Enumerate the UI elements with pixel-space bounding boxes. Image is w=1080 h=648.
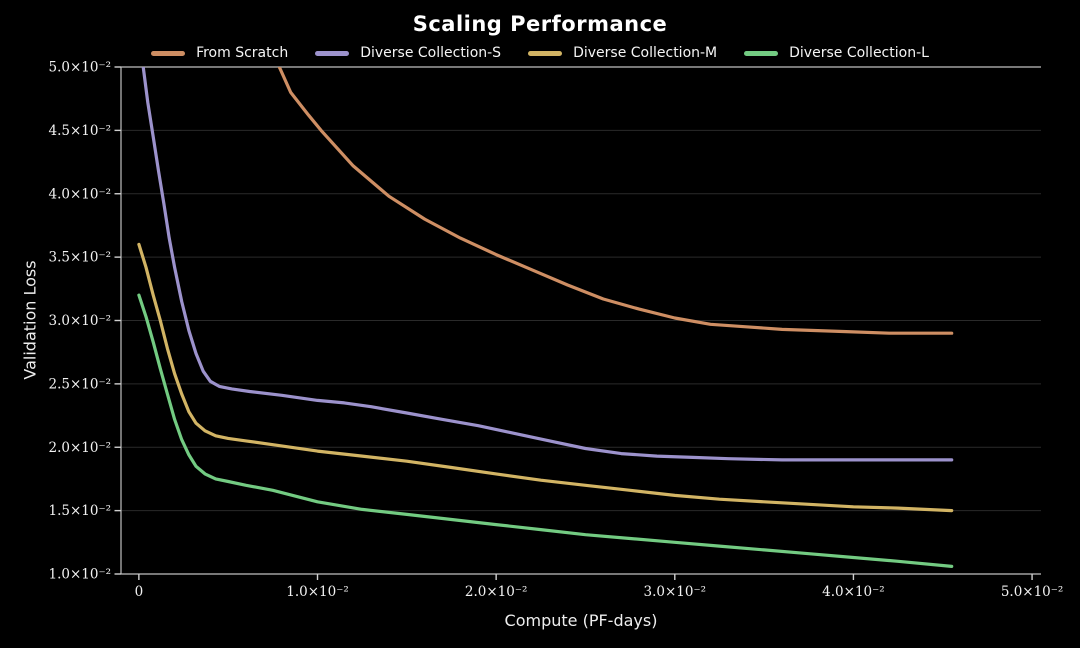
legend-label-diverse-collection-s: Diverse Collection-S bbox=[360, 45, 502, 61]
y-tick-label: 1.0×10⁻² bbox=[49, 567, 112, 583]
legend-label-diverse-collection-m: Diverse Collection-M bbox=[573, 45, 718, 61]
y-tick-label: 2.5×10⁻² bbox=[49, 376, 112, 392]
series-line-diverse-collection-s[interactable] bbox=[139, 23, 954, 462]
y-tick-label: 3.0×10⁻² bbox=[49, 313, 112, 329]
y-tick-label: 3.5×10⁻² bbox=[49, 250, 112, 266]
legend-item-diverse-collection-m[interactable]: Diverse Collection-M bbox=[528, 45, 717, 61]
y-tick-label: 5.0×10⁻² bbox=[49, 60, 112, 76]
x-tick-label: 5.0×10⁻² bbox=[1001, 584, 1064, 600]
legend-swatch-diverse-collection-m bbox=[528, 50, 563, 56]
y-tick-label: 2.0×10⁻² bbox=[49, 440, 112, 456]
legend: From Scratch Diverse Collection-S Divers… bbox=[0, 45, 1080, 61]
legend-label-diverse-collection-l: Diverse Collection-L bbox=[789, 45, 929, 61]
legend-item-diverse-collection-l[interactable]: Diverse Collection-L bbox=[744, 45, 929, 61]
x-tick-label: 1.0×10⁻² bbox=[286, 584, 349, 600]
x-tick-label: 3.0×10⁻² bbox=[644, 584, 707, 600]
legend-swatch-diverse-collection-s bbox=[315, 50, 350, 56]
legend-label-from-scratch: From Scratch bbox=[196, 45, 289, 61]
x-tick-label: 4.0×10⁻² bbox=[822, 584, 885, 600]
legend-swatch-diverse-collection-l bbox=[744, 50, 779, 56]
legend-swatch-from-scratch bbox=[151, 50, 186, 56]
x-tick-label: 0 bbox=[135, 584, 144, 600]
y-tick-label: 4.5×10⁻² bbox=[49, 123, 112, 139]
y-tick-label: 1.5×10⁻² bbox=[49, 503, 112, 519]
legend-item-diverse-collection-s[interactable]: Diverse Collection-S bbox=[315, 45, 501, 61]
x-axis-label: Compute (PF-days) bbox=[504, 611, 658, 630]
series-line-diverse-collection-m[interactable] bbox=[137, 242, 954, 513]
x-tick-label: 2.0×10⁻² bbox=[465, 584, 528, 600]
y-tick-label: 4.0×10⁻² bbox=[49, 186, 112, 202]
series-line-diverse-collection-l[interactable] bbox=[137, 293, 954, 568]
y-axis-label: Validation Loss bbox=[20, 260, 40, 380]
series-line-from-scratch[interactable] bbox=[271, 23, 954, 335]
chart-title: Scaling Performance bbox=[412, 12, 668, 36]
legend-item-from-scratch[interactable]: From Scratch bbox=[151, 45, 288, 61]
